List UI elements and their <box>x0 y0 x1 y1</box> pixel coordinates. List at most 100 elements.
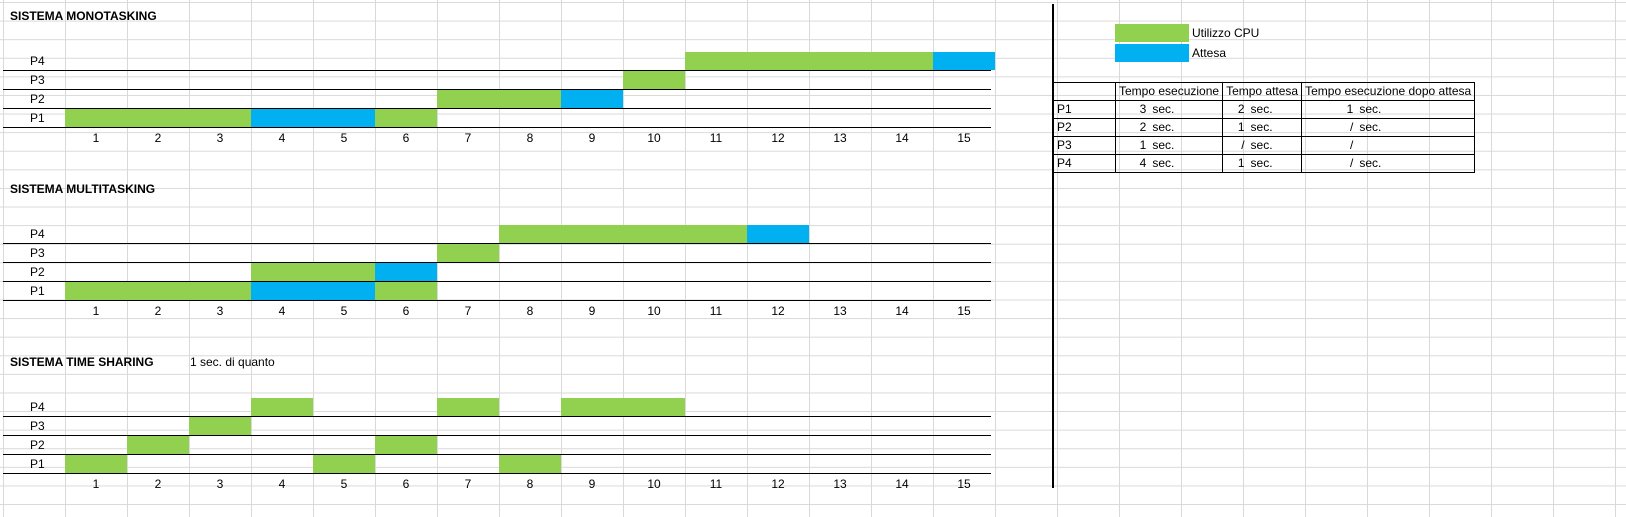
panel-divider <box>1052 4 1054 488</box>
table-row: P2 2 sec. 1 sec. / sec. <box>1053 118 1476 137</box>
process-label: P3 <box>30 73 45 87</box>
axis-tick-label: 15 <box>957 304 971 318</box>
table-row: P1 3 sec. 2 sec. 1 sec. <box>1053 100 1476 119</box>
wait-bar <box>251 109 375 127</box>
axis-tick-label: 2 <box>154 477 162 491</box>
process-label: P3 <box>30 419 45 433</box>
process-label: P1 <box>30 284 45 298</box>
wait-value-cell: 1 <box>1222 118 1248 137</box>
wait-bar <box>375 263 437 281</box>
exec-unit-cell: sec. <box>1149 154 1224 173</box>
axis-tick-label: 8 <box>526 477 534 491</box>
axis-tick-label: 10 <box>647 131 661 145</box>
legend-wait-swatch <box>1115 44 1189 62</box>
axis-tick-label: 10 <box>647 304 661 318</box>
after-value-cell: / <box>1301 136 1357 155</box>
table-row: P3 1 sec. / sec. / <box>1053 136 1476 155</box>
axis-tick-label: 15 <box>957 131 971 145</box>
legend-wait-label: Attesa <box>1192 46 1227 60</box>
exec-unit-cell: sec. <box>1149 136 1224 155</box>
row-process-cell: P3 <box>1053 136 1116 155</box>
cpu-bar <box>65 455 127 473</box>
table-row: P4 4 sec. 1 sec. / sec. <box>1053 154 1476 173</box>
axis-tick-label: 8 <box>526 131 534 145</box>
cpu-bar <box>375 436 437 454</box>
section-note: 1 sec. di quanto <box>190 355 275 369</box>
axis-tick-label: 3 <box>216 477 224 491</box>
row-baseline <box>3 88 991 91</box>
exec-value-cell: 1 <box>1115 136 1150 155</box>
axis-tick-label: 1 <box>92 304 100 318</box>
after-value-cell: / <box>1301 154 1357 173</box>
after-unit-cell: sec. <box>1356 118 1476 137</box>
table-header-row: Tempo esecuzione Tempo attesa Tempo esec… <box>1053 82 1476 101</box>
cpu-bar <box>65 109 251 127</box>
process-label: P1 <box>30 457 45 471</box>
cpu-bar <box>65 282 251 300</box>
axis-tick-label: 6 <box>402 131 410 145</box>
axis-tick-label: 9 <box>588 304 596 318</box>
cpu-bar <box>437 398 499 416</box>
exec-value-cell: 2 <box>1115 118 1150 137</box>
row-baseline <box>3 107 991 110</box>
exec-unit-cell: sec. <box>1149 118 1224 137</box>
process-label: P2 <box>30 438 45 452</box>
axis-tick-label: 9 <box>588 477 596 491</box>
process-label: P2 <box>30 92 45 106</box>
cpu-bar <box>499 225 747 243</box>
summary-table: Tempo esecuzione Tempo attesa Tempo esec… <box>1053 82 1476 173</box>
section-title: SISTEMA MULTITASKING <box>10 182 156 196</box>
process-label: P4 <box>30 227 45 241</box>
axis-tick-label: 11 <box>709 477 723 491</box>
row-baseline <box>3 299 991 302</box>
axis-tick-label: 4 <box>278 131 286 145</box>
exec-value-cell: 4 <box>1115 154 1150 173</box>
after-unit-cell <box>1356 136 1476 155</box>
row-process-cell: P2 <box>1053 118 1116 137</box>
process-label: P2 <box>30 265 45 279</box>
axis-tick-label: 7 <box>464 477 472 491</box>
wait-unit-cell: sec. <box>1247 118 1303 137</box>
wait-unit-cell: sec. <box>1247 100 1303 119</box>
cpu-bar <box>437 90 561 108</box>
row-baseline <box>3 126 991 129</box>
axis-tick-label: 7 <box>464 131 472 145</box>
header-after: Tempo esecuzione dopo attesa <box>1301 82 1476 101</box>
axis-tick-label: 11 <box>709 304 723 318</box>
after-value-cell: / <box>1301 118 1357 137</box>
row-baseline <box>3 261 991 264</box>
wait-bar <box>747 225 809 243</box>
axis-tick-label: 4 <box>278 304 286 318</box>
header-wait: Tempo attesa <box>1222 82 1303 101</box>
axis-tick-label: 12 <box>771 304 785 318</box>
axis-tick-label: 14 <box>895 131 909 145</box>
legend-cpu-label: Utilizzo CPU <box>1192 26 1260 40</box>
axis-tick-label: 8 <box>526 304 534 318</box>
axis-tick-label: 5 <box>340 477 348 491</box>
header-exec: Tempo esecuzione <box>1114 82 1224 101</box>
axis-tick-label: 9 <box>588 131 596 145</box>
cpu-bar <box>189 417 251 435</box>
axis-tick-label: 3 <box>216 304 224 318</box>
axis-tick-label: 4 <box>278 477 286 491</box>
axis-tick-label: 11 <box>709 131 723 145</box>
axis-tick-label: 2 <box>154 131 162 145</box>
axis-tick-label: 13 <box>833 131 847 145</box>
wait-unit-cell: sec. <box>1247 154 1303 173</box>
wait-value-cell: 1 <box>1222 154 1248 173</box>
axis-tick-label: 6 <box>402 304 410 318</box>
process-label: P4 <box>30 54 45 68</box>
cpu-bar <box>437 244 499 262</box>
after-unit-cell: sec. <box>1356 154 1476 173</box>
cpu-bar <box>623 71 685 89</box>
cpu-bar <box>251 398 313 416</box>
exec-value-cell: 3 <box>1115 100 1150 119</box>
axis-tick-label: 3 <box>216 131 224 145</box>
axis-tick-label: 6 <box>402 477 410 491</box>
axis-tick-label: 1 <box>92 131 100 145</box>
process-label: P3 <box>30 246 45 260</box>
row-baseline <box>3 280 991 283</box>
axis-tick-label: 13 <box>833 477 847 491</box>
axis-tick-label: 12 <box>771 131 785 145</box>
row-baseline <box>3 453 991 456</box>
